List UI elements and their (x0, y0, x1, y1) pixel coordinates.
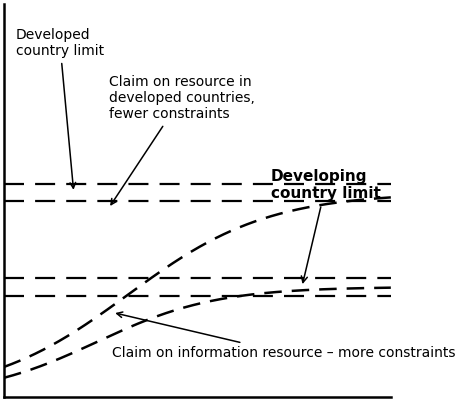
Text: Developing
country limit: Developing country limit (271, 169, 381, 283)
Text: Claim on information resource – more constraints: Claim on information resource – more con… (112, 312, 456, 360)
Text: Claim on resource in
developed countries,
fewer constraints: Claim on resource in developed countries… (109, 75, 255, 205)
Text: Developed
country limit: Developed country limit (16, 28, 104, 188)
